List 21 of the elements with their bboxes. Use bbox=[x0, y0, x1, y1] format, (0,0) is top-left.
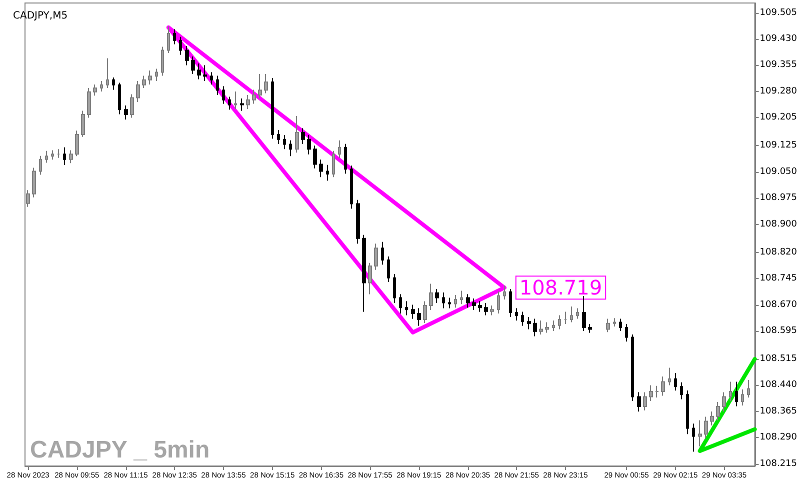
y-tick-label: 108.900 bbox=[760, 219, 798, 230]
y-tick-label: 108.745 bbox=[760, 274, 797, 284]
y-tick-label: 108.290 bbox=[760, 432, 798, 443]
y-tick-label: 108.365 bbox=[760, 406, 797, 416]
y-tick-label: 109.280 bbox=[760, 86, 798, 96]
y-tick-label: 108.820 bbox=[760, 247, 798, 258]
y-tick-label: 109.125 bbox=[760, 140, 797, 151]
y-tick-label: 109.205 bbox=[760, 112, 797, 123]
text: CADJPY,M5 bbox=[13, 10, 68, 22]
annotation: CADJPY _ 5min bbox=[30, 436, 210, 464]
y-tick-label: 108.440 bbox=[760, 380, 798, 390]
y-tick-label: 109.430 bbox=[760, 34, 798, 44]
y-tick-label: 108.215 bbox=[760, 458, 797, 469]
y-tick-label: 109.505 bbox=[760, 8, 797, 18]
y-tick-label: 109.355 bbox=[760, 60, 797, 70]
y-tick-label: 108.515 bbox=[760, 354, 797, 364]
y-tick-label: 109.050 bbox=[760, 166, 798, 177]
y-tick-label: 108.670 bbox=[760, 300, 798, 310]
annotation: 108.719 bbox=[519, 276, 602, 300]
y-tick-label: 108.975 bbox=[760, 193, 797, 204]
y-tick-label: 108.595 bbox=[760, 326, 797, 336]
